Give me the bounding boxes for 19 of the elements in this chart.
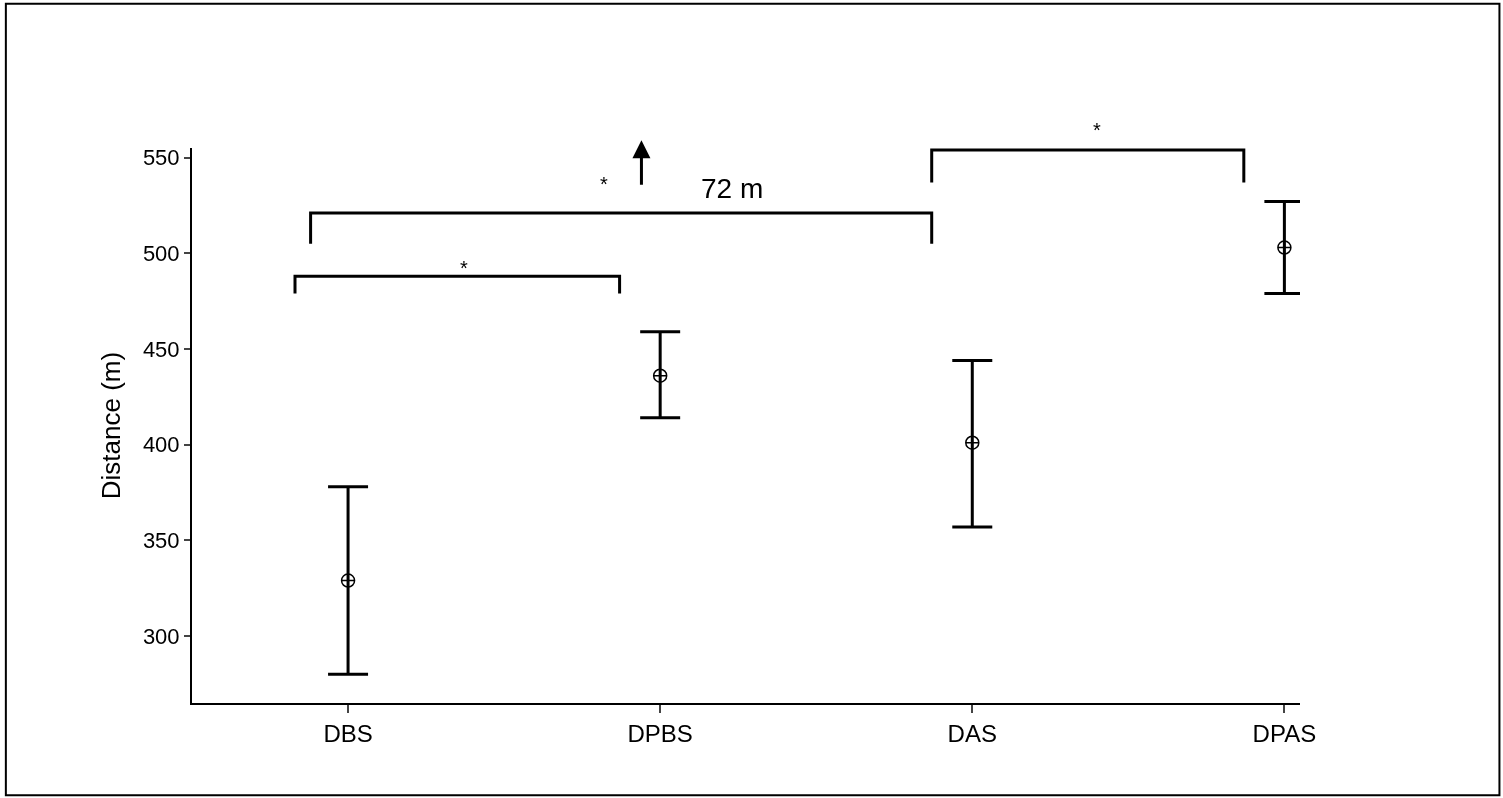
point bbox=[1277, 240, 1292, 255]
x-tick-label: DBS bbox=[323, 719, 373, 747]
text: * bbox=[1093, 119, 1101, 141]
annotation: * bbox=[460, 257, 468, 279]
point bbox=[965, 435, 980, 450]
point bbox=[340, 573, 356, 588]
y-tick-label: 350 bbox=[142, 528, 180, 554]
annotation: 72 m bbox=[701, 173, 764, 204]
x-tick-label: DPBS bbox=[627, 719, 693, 747]
x-tick-label: DPAS bbox=[1252, 719, 1317, 747]
y-tick-label: 450 bbox=[142, 336, 180, 362]
x-tick-label: DAS bbox=[947, 719, 997, 747]
annotation: * bbox=[600, 173, 608, 195]
y-tick-label: 500 bbox=[142, 240, 180, 266]
y-tick-label: 400 bbox=[142, 432, 180, 458]
y-axis-title: Distance (m) bbox=[95, 351, 126, 500]
point bbox=[652, 368, 668, 383]
y-tick-label: 300 bbox=[142, 623, 180, 649]
y-tick-label: 550 bbox=[142, 145, 180, 171]
